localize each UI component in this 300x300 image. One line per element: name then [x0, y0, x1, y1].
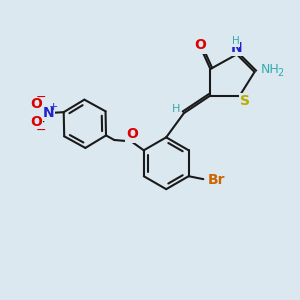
Text: N: N [43, 106, 54, 120]
Text: +: + [48, 102, 58, 112]
Text: N: N [230, 41, 242, 55]
Text: Br: Br [208, 173, 225, 187]
Text: H: H [171, 104, 180, 114]
Text: O: O [126, 128, 138, 141]
Text: 2: 2 [277, 68, 283, 78]
Text: −: − [36, 91, 46, 103]
Text: H: H [232, 36, 239, 46]
Text: O: O [30, 116, 42, 130]
Text: −: − [36, 124, 46, 136]
Text: S: S [240, 94, 250, 108]
Text: NH: NH [260, 63, 279, 76]
Text: O: O [194, 38, 206, 52]
Text: O: O [30, 97, 42, 111]
